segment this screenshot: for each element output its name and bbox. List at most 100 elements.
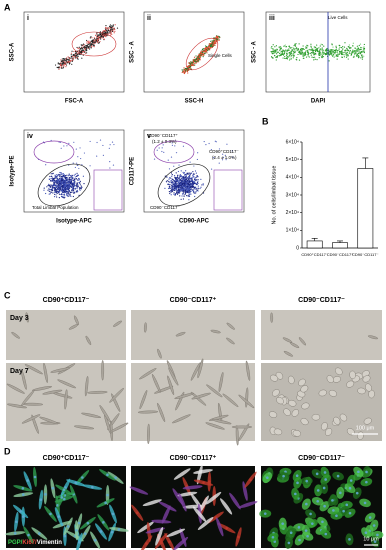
event-dot <box>348 50 349 51</box>
event-dot <box>52 192 53 193</box>
event-dot <box>313 57 314 58</box>
column-header: CD90⁻CD117⁻ <box>298 455 345 462</box>
event-dot <box>58 175 59 176</box>
panel-label: C <box>4 290 11 300</box>
event-dot <box>67 62 68 63</box>
event-dot <box>176 183 177 184</box>
event-dot <box>53 185 54 186</box>
event-dot <box>97 42 98 43</box>
event-dot <box>329 54 330 55</box>
event-dot <box>337 54 338 55</box>
event-dot <box>59 197 60 198</box>
event-dot <box>352 52 353 53</box>
nucleus <box>356 492 359 495</box>
event-dot <box>63 58 64 59</box>
event-dot <box>60 189 61 190</box>
event-dot <box>306 47 307 48</box>
event-dot <box>335 46 336 47</box>
nucleus <box>296 482 299 485</box>
event-dot <box>305 51 306 52</box>
event-dot <box>76 178 77 179</box>
event-dot <box>202 48 203 49</box>
event-dot <box>189 196 190 197</box>
nucleus <box>15 520 18 523</box>
event-dot <box>57 189 58 190</box>
event-dot <box>294 49 295 50</box>
event-dot <box>54 196 55 197</box>
event-dot <box>212 46 213 47</box>
event-dot <box>274 46 275 47</box>
event-dot <box>190 65 191 66</box>
event-dot <box>185 190 186 191</box>
event-dot <box>180 181 181 182</box>
event-dot <box>108 30 109 31</box>
x-axis-label: Isotype-APC <box>56 219 92 225</box>
event-dot <box>174 177 175 178</box>
event-dot <box>61 148 62 149</box>
event-dot <box>187 72 188 73</box>
event-dot <box>271 47 272 48</box>
event-dot <box>166 177 167 178</box>
event-dot <box>357 50 358 51</box>
event-dot <box>280 51 281 52</box>
event-dot <box>77 190 78 191</box>
event-dot <box>70 196 71 197</box>
event-dot <box>187 186 188 187</box>
event-dot <box>93 41 94 42</box>
event-dot <box>78 175 79 176</box>
event-dot <box>289 59 290 60</box>
event-dot <box>99 41 100 42</box>
event-dot <box>183 179 184 180</box>
event-dot <box>200 179 201 180</box>
event-dot <box>191 183 192 184</box>
micrograph <box>131 358 255 445</box>
event-dot <box>80 48 81 49</box>
event-dot <box>192 175 193 176</box>
event-dot <box>176 172 177 173</box>
event-dot <box>193 62 194 63</box>
gate-label: (1.2 ± 0.3%) <box>152 139 177 144</box>
event-dot <box>355 50 356 51</box>
event-dot <box>196 179 197 180</box>
event-dot <box>79 51 80 52</box>
event-dot <box>293 55 294 56</box>
event-dot <box>84 47 85 48</box>
event-dot <box>282 57 283 58</box>
event-dot <box>113 144 114 145</box>
event-dot <box>301 54 302 55</box>
event-dot <box>55 185 56 186</box>
nucleus <box>316 500 319 503</box>
event-dot <box>195 192 196 193</box>
event-dot <box>52 178 53 179</box>
event-dot <box>65 175 66 176</box>
event-dot <box>180 175 181 176</box>
event-dot <box>287 58 288 59</box>
event-dot <box>60 194 61 195</box>
event-dot <box>60 178 61 179</box>
event-dot <box>347 54 348 55</box>
event-dot <box>178 185 179 186</box>
event-dot <box>68 192 69 193</box>
event-dot <box>303 53 304 54</box>
event-dot <box>275 52 276 53</box>
event-dot <box>208 143 209 144</box>
event-dot <box>109 161 110 162</box>
event-dot <box>76 148 77 149</box>
nucleus <box>61 496 64 499</box>
event-dot <box>321 56 322 57</box>
event-dot <box>340 51 341 52</box>
event-dot <box>63 179 64 180</box>
event-dot <box>62 60 63 61</box>
event-dot <box>305 46 306 47</box>
event-dot <box>190 174 191 175</box>
event-dot <box>76 184 77 185</box>
event-dot <box>81 185 82 186</box>
event-dot <box>276 49 277 50</box>
event-dot <box>187 180 188 181</box>
event-dot <box>293 51 294 52</box>
y-axis-label: Isotype-PE <box>10 155 16 186</box>
event-dot <box>170 190 171 191</box>
event-dot <box>179 184 180 185</box>
event-dot <box>66 145 67 146</box>
event-dot <box>273 51 274 52</box>
